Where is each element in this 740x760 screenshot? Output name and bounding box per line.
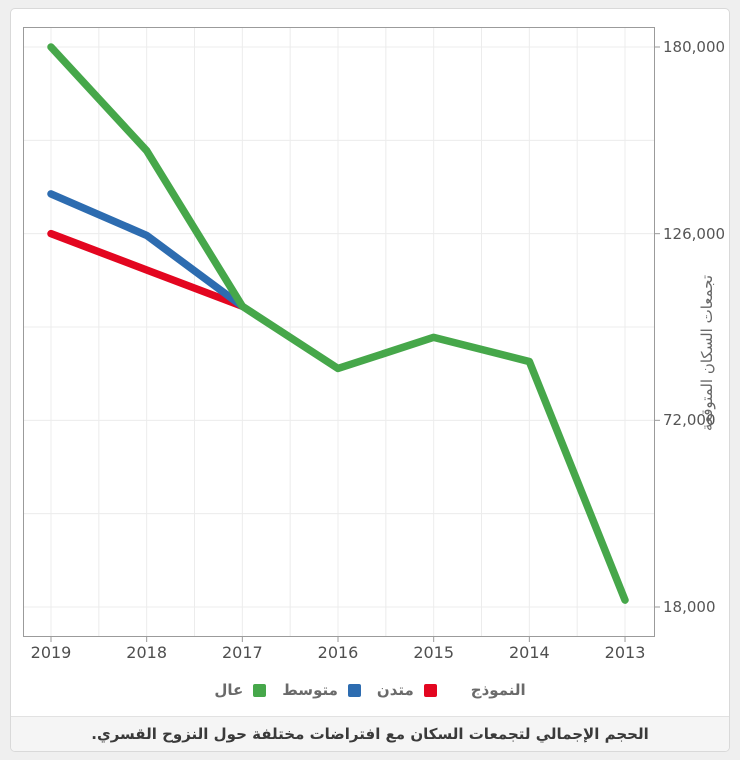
series-line-متوسط[interactable] [47,190,247,311]
series-line-متدن[interactable] [47,229,247,311]
x-tick-label-2016: 2016 [317,643,359,662]
y-tick-label: 180,000 [663,38,726,56]
plot-panel [23,27,660,642]
chart-caption: الحجم الإجمالي لتجمعات السكان مع افتراضا… [11,716,729,751]
legend: النموذج متدن متوسط عال [11,677,729,703]
plot-svg [23,27,660,642]
x-tick-label-2019: 2019 [30,643,72,662]
x-tick-label-2017: 2017 [221,643,263,662]
legend-swatch-icon [253,683,267,697]
x-tick-label-2014: 2014 [508,643,550,662]
y-tick-label: 126,000 [663,224,726,243]
x-tick-label-2013: 2013 [604,643,646,662]
legend-swatch-icon [423,683,437,697]
y-axis-title: تجمعات السكان المتوقعة [698,274,716,432]
legend-item-متوسط[interactable]: متوسط [282,681,361,699]
legend-item-label: متدن [376,681,414,699]
plot-border [23,27,655,637]
legend-title: النموذج [470,681,526,699]
legend-item-label: متوسط [282,681,338,699]
x-tick-label-2015: 2015 [413,643,455,662]
series-line-عال[interactable] [47,43,629,604]
y-tick-label: 18,000 [663,598,716,616]
x-tick-label-2018: 2018 [126,643,168,662]
chart-caption-text: الحجم الإجمالي لتجمعات السكان مع افتراضا… [91,725,649,743]
legend-item-متدن[interactable]: متدن [377,681,437,699]
chart-card: 180,000 126,000 72,000 18,000 تجمعات السكان… [10,8,730,752]
y-tick-label: 72,000 [663,411,716,430]
legend-item-عال[interactable]: عال [214,681,267,699]
legend-swatch-icon [347,683,361,697]
legend-item-label: عال [214,681,244,699]
